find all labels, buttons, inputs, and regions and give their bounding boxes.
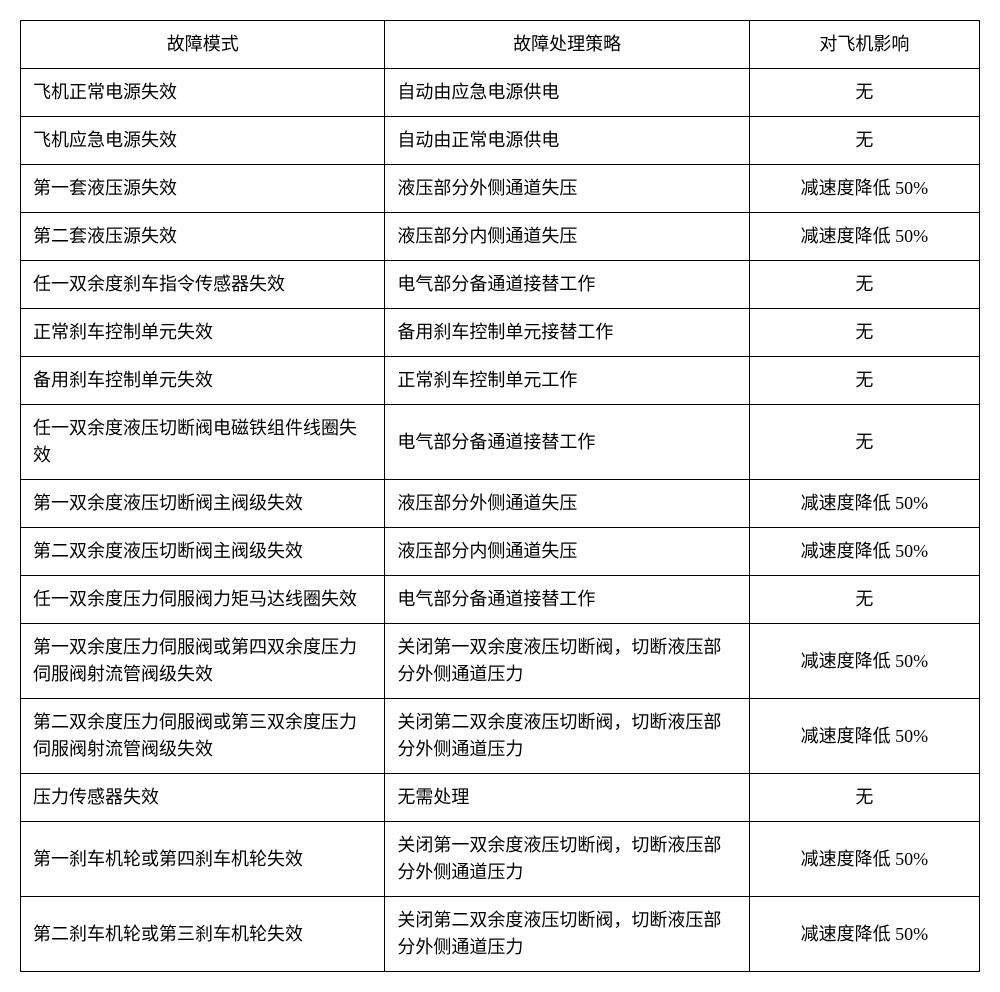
mode-cell: 第一双余度液压切断阀主阀级失效 xyxy=(21,480,385,528)
strategy-cell: 电气部分备通道接替工作 xyxy=(385,405,749,480)
table-header: 故障模式 故障处理策略 对飞机影响 xyxy=(21,21,980,69)
table-row: 任一双余度压力伺服阀力矩马达线圈失效 电气部分备通道接替工作 无 xyxy=(21,576,980,624)
mode-cell: 任一双余度压力伺服阀力矩马达线圈失效 xyxy=(21,576,385,624)
table-row: 第一双余度液压切断阀主阀级失效 液压部分外侧通道失压 减速度降低 50% xyxy=(21,480,980,528)
mode-cell: 第二双余度液压切断阀主阀级失效 xyxy=(21,528,385,576)
header-row: 故障模式 故障处理策略 对飞机影响 xyxy=(21,21,980,69)
impact-cell: 无 xyxy=(749,405,979,480)
impact-cell: 无 xyxy=(749,117,979,165)
strategy-cell: 液压部分外侧通道失压 xyxy=(385,480,749,528)
strategy-cell: 电气部分备通道接替工作 xyxy=(385,261,749,309)
impact-cell: 减速度降低 50% xyxy=(749,480,979,528)
header-mode: 故障模式 xyxy=(21,21,385,69)
table-row: 第一双余度压力伺服阀或第四双余度压力伺服阀射流管阀级失效 关闭第一双余度液压切断… xyxy=(21,624,980,699)
mode-cell: 备用刹车控制单元失效 xyxy=(21,357,385,405)
impact-cell: 无 xyxy=(749,261,979,309)
table-row: 第二套液压源失效 液压部分内侧通道失压 减速度降低 50% xyxy=(21,213,980,261)
impact-cell: 减速度降低 50% xyxy=(749,528,979,576)
table-body: 飞机正常电源失效 自动由应急电源供电 无 飞机应急电源失效 自动由正常电源供电 … xyxy=(21,69,980,972)
impact-cell: 无 xyxy=(749,774,979,822)
strategy-cell: 关闭第二双余度液压切断阀，切断液压部分外侧通道压力 xyxy=(385,699,749,774)
strategy-cell: 关闭第一双余度液压切断阀，切断液压部分外侧通道压力 xyxy=(385,624,749,699)
strategy-cell: 液压部分内侧通道失压 xyxy=(385,528,749,576)
table-row: 第一套液压源失效 液压部分外侧通道失压 减速度降低 50% xyxy=(21,165,980,213)
impact-cell: 减速度降低 50% xyxy=(749,699,979,774)
strategy-cell: 备用刹车控制单元接替工作 xyxy=(385,309,749,357)
mode-cell: 第二刹车机轮或第三刹车机轮失效 xyxy=(21,897,385,972)
impact-cell: 无 xyxy=(749,309,979,357)
strategy-cell: 自动由正常电源供电 xyxy=(385,117,749,165)
mode-cell: 第二套液压源失效 xyxy=(21,213,385,261)
table-row: 正常刹车控制单元失效 备用刹车控制单元接替工作 无 xyxy=(21,309,980,357)
strategy-cell: 液压部分外侧通道失压 xyxy=(385,165,749,213)
table-row: 任一双余度刹车指令传感器失效 电气部分备通道接替工作 无 xyxy=(21,261,980,309)
impact-cell: 减速度降低 50% xyxy=(749,624,979,699)
impact-cell: 无 xyxy=(749,576,979,624)
header-impact: 对飞机影响 xyxy=(749,21,979,69)
mode-cell: 任一双余度液压切断阀电磁铁组件线圈失效 xyxy=(21,405,385,480)
impact-cell: 减速度降低 50% xyxy=(749,165,979,213)
table-row: 飞机应急电源失效 自动由正常电源供电 无 xyxy=(21,117,980,165)
table-row: 备用刹车控制单元失效 正常刹车控制单元工作 无 xyxy=(21,357,980,405)
header-strategy: 故障处理策略 xyxy=(385,21,749,69)
mode-cell: 正常刹车控制单元失效 xyxy=(21,309,385,357)
strategy-cell: 自动由应急电源供电 xyxy=(385,69,749,117)
impact-cell: 无 xyxy=(749,357,979,405)
table-row: 第二双余度压力伺服阀或第三双余度压力伺服阀射流管阀级失效 关闭第二双余度液压切断… xyxy=(21,699,980,774)
mode-cell: 飞机应急电源失效 xyxy=(21,117,385,165)
mode-cell: 压力传感器失效 xyxy=(21,774,385,822)
mode-cell: 飞机正常电源失效 xyxy=(21,69,385,117)
table-row: 任一双余度液压切断阀电磁铁组件线圈失效 电气部分备通道接替工作 无 xyxy=(21,405,980,480)
strategy-cell: 正常刹车控制单元工作 xyxy=(385,357,749,405)
mode-cell: 第一刹车机轮或第四刹车机轮失效 xyxy=(21,822,385,897)
table-row: 第二刹车机轮或第三刹车机轮失效 关闭第二双余度液压切断阀，切断液压部分外侧通道压… xyxy=(21,897,980,972)
strategy-cell: 无需处理 xyxy=(385,774,749,822)
fault-table: 故障模式 故障处理策略 对飞机影响 飞机正常电源失效 自动由应急电源供电 无 飞… xyxy=(20,20,980,972)
table-row: 第二双余度液压切断阀主阀级失效 液压部分内侧通道失压 减速度降低 50% xyxy=(21,528,980,576)
table-row: 飞机正常电源失效 自动由应急电源供电 无 xyxy=(21,69,980,117)
table-row: 第一刹车机轮或第四刹车机轮失效 关闭第一双余度液压切断阀，切断液压部分外侧通道压… xyxy=(21,822,980,897)
impact-cell: 减速度降低 50% xyxy=(749,897,979,972)
impact-cell: 减速度降低 50% xyxy=(749,213,979,261)
strategy-cell: 电气部分备通道接替工作 xyxy=(385,576,749,624)
mode-cell: 第二双余度压力伺服阀或第三双余度压力伺服阀射流管阀级失效 xyxy=(21,699,385,774)
mode-cell: 第一双余度压力伺服阀或第四双余度压力伺服阀射流管阀级失效 xyxy=(21,624,385,699)
impact-cell: 减速度降低 50% xyxy=(749,822,979,897)
strategy-cell: 关闭第一双余度液压切断阀，切断液压部分外侧通道压力 xyxy=(385,822,749,897)
strategy-cell: 关闭第二双余度液压切断阀，切断液压部分外侧通道压力 xyxy=(385,897,749,972)
strategy-cell: 液压部分内侧通道失压 xyxy=(385,213,749,261)
impact-cell: 无 xyxy=(749,69,979,117)
mode-cell: 第一套液压源失效 xyxy=(21,165,385,213)
mode-cell: 任一双余度刹车指令传感器失效 xyxy=(21,261,385,309)
table-row: 压力传感器失效 无需处理 无 xyxy=(21,774,980,822)
